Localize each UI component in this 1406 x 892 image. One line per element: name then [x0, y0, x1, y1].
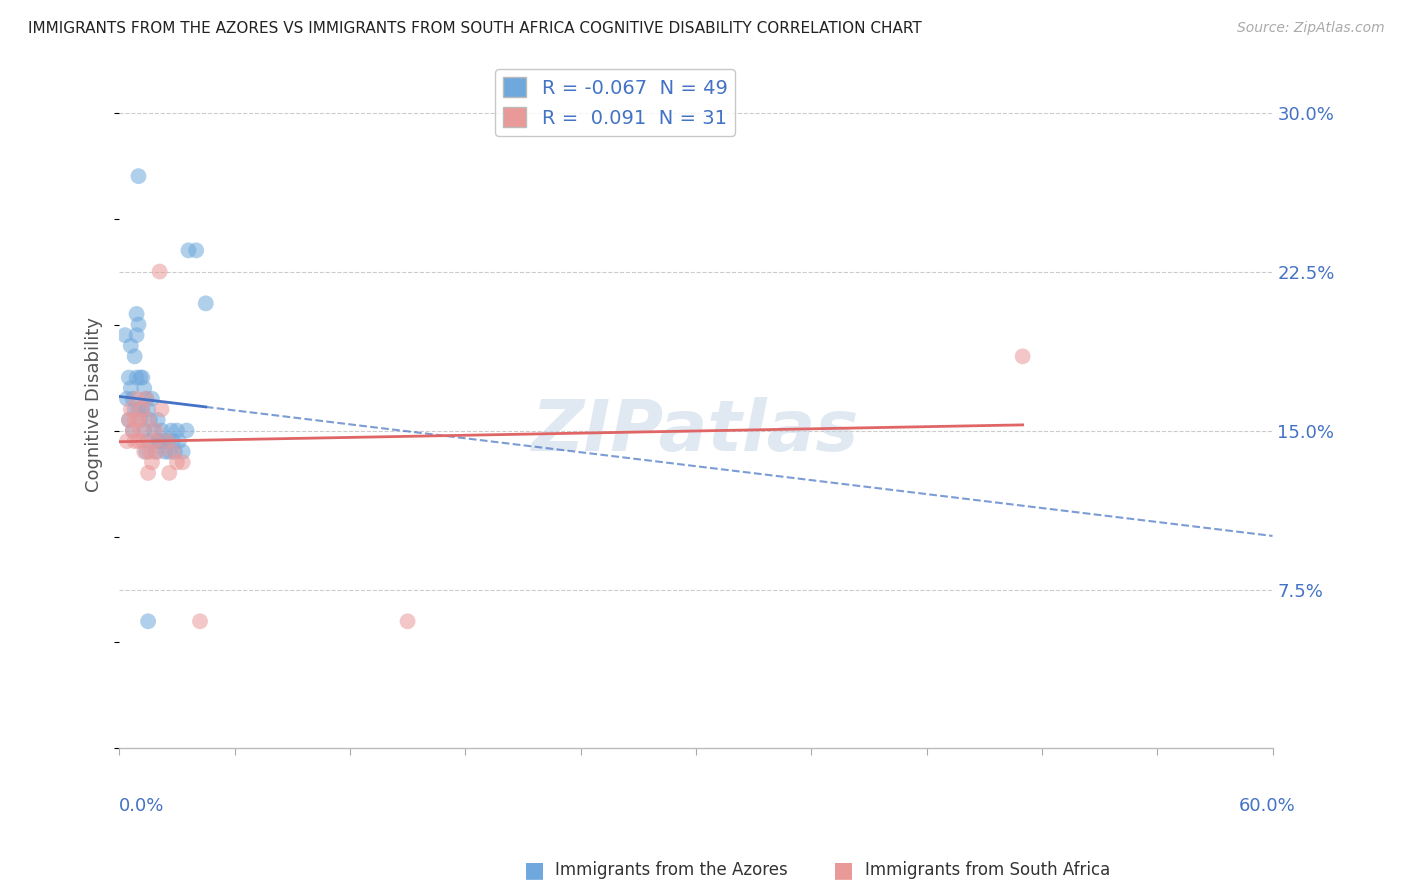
Point: [135, 444, 157, 458]
Point: [134, 444, 156, 458]
Point: [124, 402, 146, 417]
Point: [131, 402, 153, 417]
Point: [136, 466, 159, 480]
Point: [121, 392, 143, 406]
Point: [118, 370, 141, 384]
Point: [155, 444, 177, 458]
Point: [131, 370, 153, 384]
Point: [156, 434, 179, 449]
Point: [139, 413, 162, 427]
Point: [131, 434, 153, 449]
Point: [162, 434, 184, 449]
Point: [142, 424, 165, 438]
Point: [146, 413, 169, 427]
Point: [124, 413, 146, 427]
Point: [142, 434, 165, 449]
Point: [128, 169, 150, 184]
Text: Immigrants from the Azores: Immigrants from the Azores: [555, 861, 789, 879]
Point: [172, 455, 194, 469]
Point: [128, 318, 150, 332]
Point: [157, 466, 180, 480]
Text: IMMIGRANTS FROM THE AZORES VS IMMIGRANTS FROM SOUTH AFRICA COGNITIVE DISABILITY : IMMIGRANTS FROM THE AZORES VS IMMIGRANTS…: [28, 21, 922, 36]
Point: [162, 444, 184, 458]
Point: [135, 392, 157, 406]
Point: [121, 424, 143, 438]
Point: [146, 444, 169, 458]
Point: [128, 402, 150, 417]
Point: [131, 402, 153, 417]
Point: [166, 424, 188, 438]
Point: [163, 444, 186, 458]
Legend: R = -0.067  N = 49, R =  0.091  N = 31: R = -0.067 N = 49, R = 0.091 N = 31: [495, 70, 735, 136]
Text: ■: ■: [524, 860, 544, 880]
Text: 0.0%: 0.0%: [120, 797, 165, 814]
Point: [129, 424, 152, 438]
Point: [166, 455, 188, 469]
Point: [145, 424, 167, 438]
Point: [120, 402, 142, 417]
Point: [167, 434, 190, 449]
Point: [396, 615, 419, 629]
Point: [114, 328, 136, 343]
Point: [136, 434, 159, 449]
Point: [115, 434, 138, 449]
Point: [176, 424, 198, 438]
Point: [118, 413, 141, 427]
Y-axis label: Cognitive Disability: Cognitive Disability: [86, 317, 103, 491]
Point: [136, 402, 159, 417]
Text: 60.0%: 60.0%: [1239, 797, 1295, 814]
Point: [150, 424, 173, 438]
Point: [1011, 349, 1033, 363]
Point: [128, 434, 150, 449]
Point: [160, 424, 183, 438]
Point: [125, 392, 148, 406]
Text: Immigrants from South Africa: Immigrants from South Africa: [865, 861, 1109, 879]
Point: [120, 339, 142, 353]
Point: [121, 424, 143, 438]
Point: [152, 434, 174, 449]
Point: [188, 615, 211, 629]
Point: [141, 392, 163, 406]
Text: ZIPatlas: ZIPatlas: [533, 397, 859, 467]
Point: [177, 244, 200, 258]
Text: Source: ZipAtlas.com: Source: ZipAtlas.com: [1237, 21, 1385, 35]
Point: [172, 444, 194, 458]
Point: [139, 444, 162, 458]
Point: [135, 392, 157, 406]
Point: [156, 434, 179, 449]
Point: [145, 444, 167, 458]
Point: [124, 349, 146, 363]
Point: [141, 455, 163, 469]
Point: [115, 392, 138, 406]
Point: [146, 434, 169, 449]
Point: [129, 413, 152, 427]
Point: [125, 328, 148, 343]
Point: [136, 615, 159, 629]
Point: [186, 244, 208, 258]
Point: [128, 413, 150, 427]
Text: ■: ■: [834, 860, 853, 880]
Point: [134, 424, 156, 438]
Point: [118, 413, 141, 427]
Point: [134, 381, 156, 395]
Point: [150, 402, 173, 417]
Point: [136, 413, 159, 427]
Point: [125, 370, 148, 384]
Point: [129, 370, 152, 384]
Point: [120, 381, 142, 395]
Point: [124, 434, 146, 449]
Point: [194, 296, 217, 310]
Point: [149, 434, 172, 449]
Point: [125, 307, 148, 321]
Point: [149, 264, 172, 278]
Point: [157, 444, 180, 458]
